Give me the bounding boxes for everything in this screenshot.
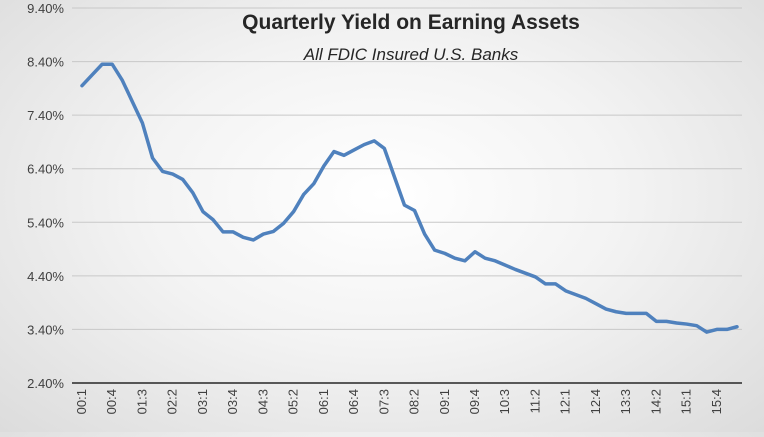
x-tick-label: 12:4 [588, 389, 603, 414]
x-tick-label: 15:1 [679, 389, 694, 414]
y-tick-label: 9.40% [27, 1, 64, 16]
x-tick-label: 09:4 [467, 389, 482, 414]
x-tick-label: 15:4 [709, 389, 724, 414]
x-tick-label: 02:2 [165, 389, 180, 414]
x-tick-label: 10:3 [497, 389, 512, 414]
chart-title: Quarterly Yield on Earning Assets [242, 11, 580, 34]
x-tick-label: 00:4 [104, 389, 119, 414]
x-axis-tick-labels: 00:1 00:4 01:3 02:2 03:1 03:4 04:3 05:2 06:1 06:4… [74, 389, 724, 414]
x-tick-label: 12:1 [558, 389, 573, 414]
y-tick-label: 5.40% [27, 215, 64, 230]
y-axis-tick-labels: 2.40% 3.40% 4.40% 5.40% 6.40% 7.40% 8.40% 9.40% [27, 1, 64, 391]
x-tick-label: 04:3 [255, 389, 270, 414]
y-tick-label: 8.40% [27, 55, 64, 70]
gridlines [72, 7, 742, 330]
x-tick-label: 06:4 [346, 389, 361, 414]
y-tick-label: 4.40% [27, 269, 64, 284]
x-tick-label: 00:1 [74, 389, 89, 414]
x-tick-label: 08:2 [407, 389, 422, 414]
y-tick-label: 6.40% [27, 162, 64, 177]
y-tick-label: 2.40% [27, 376, 64, 391]
x-tick-label: 06:1 [316, 389, 331, 414]
chart-subtitle: All FDIC Insured U.S. Banks [303, 45, 519, 64]
y-tick-label: 3.40% [27, 322, 64, 337]
x-tick-label: 09:1 [437, 389, 452, 414]
x-tick-label: 05:2 [286, 389, 301, 414]
x-tick-label: 03:1 [195, 389, 210, 414]
series-line-yield [80, 62, 739, 334]
x-tick-label: 13:3 [618, 389, 633, 414]
y-tick-label: 7.40% [27, 108, 64, 123]
x-tick-label: 11:2 [527, 389, 542, 413]
x-tick-label: 01:3 [134, 389, 149, 414]
x-tick-label: 14:2 [648, 389, 663, 414]
x-tick-label: 07:3 [376, 389, 391, 414]
x-tick-label: 03:4 [225, 389, 240, 414]
